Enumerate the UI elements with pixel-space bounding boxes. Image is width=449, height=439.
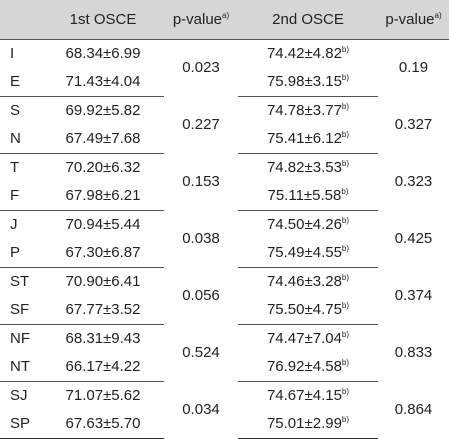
first-osce-score: 67.98±6.21 — [42, 181, 164, 211]
second-osce-score: 76.92±4.58b) — [238, 352, 378, 382]
second-osce-score: 75.50±4.75b) — [238, 295, 378, 325]
table-row: SF 67.77±3.52 75.50±4.75b) — [0, 295, 449, 325]
second-osce-score: 74.50±4.26b) — [266, 216, 350, 233]
type-label: E — [0, 67, 42, 97]
second-osce-score: 74.46±3.28b) — [266, 273, 350, 290]
first-osce-score: 70.94±5.44 — [65, 216, 141, 233]
first-osce-score: 67.63±5.70 — [42, 409, 164, 439]
p-value-2: 0.19 — [398, 59, 429, 77]
type-label: S — [10, 102, 21, 119]
second-osce-score: 75.01±2.99b) — [238, 409, 378, 439]
type-label: SF — [0, 295, 42, 325]
p-value-1: 0.153 — [182, 173, 220, 190]
p-value-1: 0.056 — [182, 287, 220, 304]
p-value-2: 0.327 — [394, 116, 433, 133]
header-type — [0, 0, 42, 40]
table-row: I 68.34±6.99 0.023 74.42±4.82b) 0.19 — [0, 39, 449, 76]
table-row: S 69.92±5.82 0.227 74.78±3.77b) 0.327 — [0, 96, 449, 133]
second-osce-score: 75.11±5.58b) — [238, 181, 378, 211]
p-value-1: 0.038 — [182, 230, 220, 247]
header-p-value-1: p-valuea) — [164, 0, 238, 40]
p-value-1: 0.227 — [182, 116, 220, 133]
p-value-2: 0.374 — [394, 287, 433, 304]
p-value-2: 0.425 — [394, 230, 433, 247]
type-label: SJ — [10, 387, 28, 404]
type-label: SP — [0, 409, 42, 439]
type-label: J — [10, 216, 18, 233]
p-value-1: 0.524 — [182, 344, 220, 361]
table-row: ST 70.90±6.41 0.056 74.46±3.28b) 0.374 — [0, 267, 449, 304]
first-osce-score: 67.77±3.52 — [42, 295, 164, 325]
header-p-value-2: p-valuea) — [378, 0, 449, 40]
second-osce-score: 74.42±4.82b) — [266, 45, 350, 62]
type-label: ST — [10, 273, 30, 290]
first-osce-score: 70.90±6.41 — [65, 273, 141, 290]
table-row: NF 68.31±9.43 0.524 74.47±7.04b) 0.833 — [0, 324, 449, 361]
table-row: F 67.98±6.21 75.11±5.58b) — [0, 181, 449, 211]
first-osce-score: 66.17±4.22 — [42, 352, 164, 382]
type-label: T — [10, 159, 20, 176]
first-osce-score: 68.31±9.43 — [65, 330, 141, 347]
p-value-2: 0.323 — [394, 173, 433, 190]
first-osce-score: 71.43±4.04 — [42, 67, 164, 97]
second-osce-score: 75.49±4.55b) — [238, 238, 378, 268]
second-osce-score: 75.41±6.12b) — [238, 124, 378, 154]
type-label: NF — [10, 330, 30, 347]
p-value-1: 0.034 — [182, 401, 220, 418]
second-osce-score: 74.47±7.04b) — [266, 330, 350, 347]
table-row: E 71.43±4.04 75.98±3.15b) — [0, 67, 449, 97]
table-row: J 70.94±5.44 0.038 74.50±4.26b) 0.425 — [0, 210, 449, 247]
first-osce-score: 67.49±7.68 — [42, 124, 164, 154]
first-osce-score: 68.34±6.99 — [65, 45, 141, 62]
header-second-osce: 2nd OSCE — [238, 0, 378, 40]
header-row: 1st OSCE p-valuea) 2nd OSCE p-valuea) — [0, 0, 449, 40]
table-row: SP 67.63±5.70 75.01±2.99b) — [0, 409, 449, 439]
p-value-2: 0.833 — [394, 344, 433, 361]
p-value-1: 0.023 — [182, 59, 220, 77]
table-row: SJ 71.07±5.62 0.034 74.67±4.15b) 0.864 — [0, 381, 449, 418]
second-osce-score: 75.98±3.15b) — [238, 67, 378, 97]
first-osce-score: 71.07±5.62 — [65, 387, 141, 404]
second-osce-score: 74.67±4.15b) — [266, 387, 350, 404]
header-first-osce: 1st OSCE — [42, 0, 164, 40]
first-osce-score: 67.30±6.87 — [42, 238, 164, 268]
table-body: I 68.34±6.99 0.023 74.42±4.82b) 0.19 E 7… — [0, 39, 449, 439]
table-row: NT 66.17±4.22 76.92±4.58b) — [0, 352, 449, 382]
table-row: N 67.49±7.68 75.41±6.12b) — [0, 124, 449, 154]
type-label: N — [0, 124, 42, 154]
first-osce-score: 69.92±5.82 — [65, 102, 141, 119]
table-row: T 70.20±6.32 0.153 74.82±3.53b) 0.323 — [0, 153, 449, 190]
type-label: I — [10, 45, 15, 62]
type-label: P — [0, 238, 42, 268]
type-label: F — [0, 181, 42, 211]
type-label: NT — [0, 352, 42, 382]
p-value-2: 0.864 — [394, 401, 433, 418]
first-osce-score: 70.20±6.32 — [65, 159, 141, 176]
second-osce-score: 74.82±3.53b) — [266, 159, 350, 176]
table-row: P 67.30±6.87 75.49±4.55b) — [0, 238, 449, 268]
second-osce-score: 74.78±3.77b) — [266, 102, 350, 119]
